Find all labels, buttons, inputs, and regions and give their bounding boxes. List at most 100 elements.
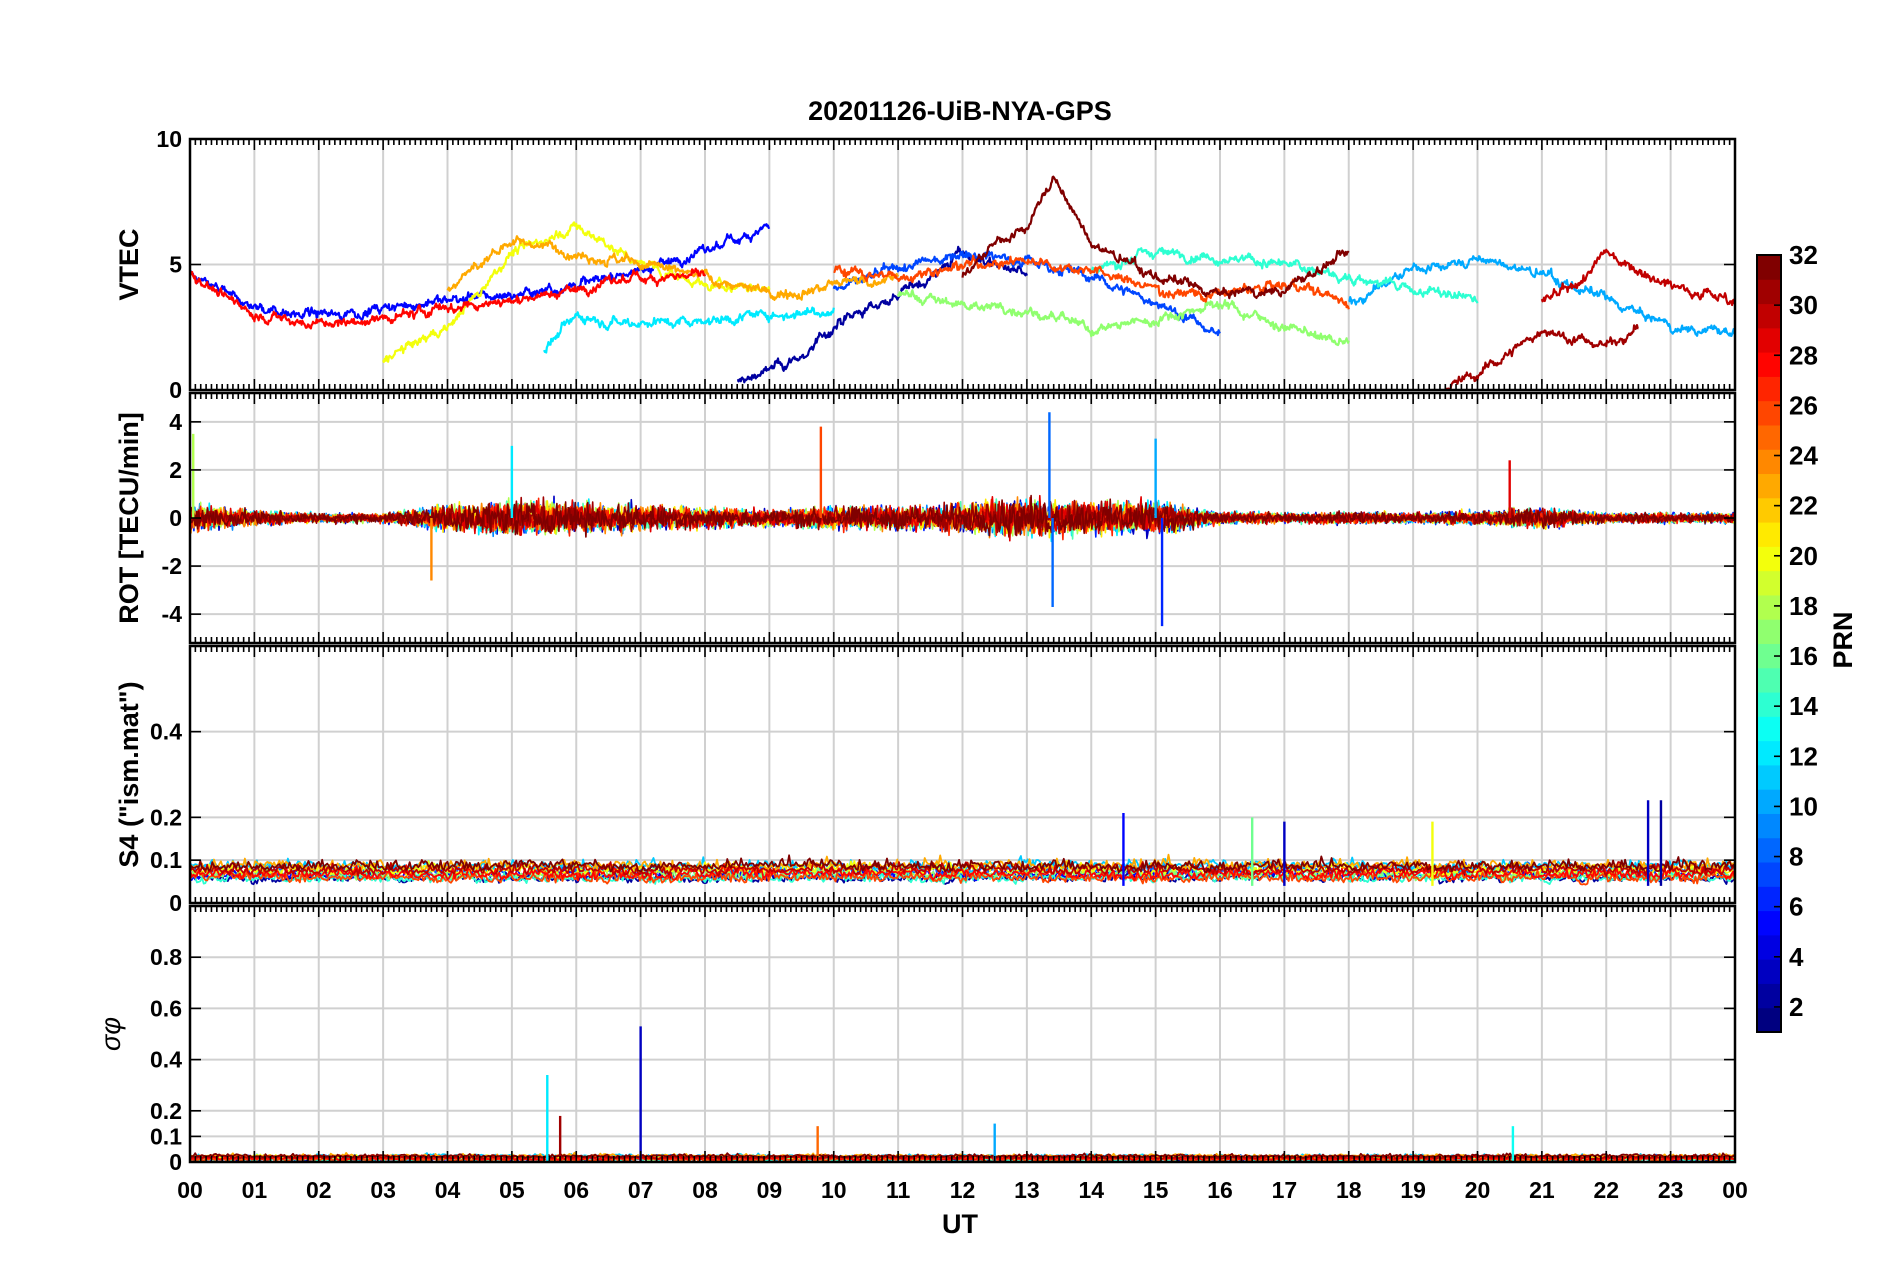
colorbar-swatch-23 xyxy=(1757,473,1781,499)
x-tick-label: 18 xyxy=(1336,1177,1362,1203)
colorbar-tick-label: 28 xyxy=(1789,340,1818,370)
y-tick-label: 0.2 xyxy=(150,804,182,830)
y-tick-label: 0.1 xyxy=(150,1123,182,1149)
colorbar-tick-label: 18 xyxy=(1789,591,1818,621)
y-axis-label: VTEC xyxy=(114,228,144,300)
colorbar-swatch-32 xyxy=(1757,255,1781,280)
panel-sigma_phi: 00.10.2 0.4 0.6 0.8 σφ xyxy=(96,904,1737,1175)
colorbar-swatch-9 xyxy=(1757,813,1781,839)
colorbar-tick-label: 4 xyxy=(1789,942,1804,972)
colorbar-swatch-1 xyxy=(1757,1007,1781,1033)
series-line-prn-17 xyxy=(897,289,1350,347)
colorbar-swatch-11 xyxy=(1757,764,1781,790)
colorbar-swatch-29 xyxy=(1757,327,1781,353)
x-tick-label: 13 xyxy=(1014,1177,1040,1203)
x-tick-label: 17 xyxy=(1272,1177,1298,1203)
colorbar-swatch-28 xyxy=(1757,352,1781,377)
series-line-prn-32 xyxy=(190,494,1735,538)
colorbar-swatch-31 xyxy=(1757,279,1781,305)
x-tick-label: 06 xyxy=(563,1177,589,1203)
series-line-prn-32 xyxy=(961,175,1350,300)
panel-vtec: 0 5 10 VTEC xyxy=(114,126,1737,403)
x-tick-label: 16 xyxy=(1207,1177,1233,1203)
series-line-prn-20 xyxy=(382,221,771,363)
y-tick-label: 0.1 xyxy=(150,847,182,873)
colorbar-tick-label: 22 xyxy=(1789,491,1818,521)
y-tick-label: 4 xyxy=(169,409,182,435)
colorbar-tick-label: 2 xyxy=(1789,992,1803,1022)
x-axis-label: UT xyxy=(942,1209,978,1239)
y-axis-label: S4 ("ism.mat") xyxy=(114,681,144,867)
colorbar-tick-label: 20 xyxy=(1789,541,1818,571)
series-line-prn-12 xyxy=(543,306,835,354)
series-line-prn-28 xyxy=(190,863,1735,882)
x-tick-label: 23 xyxy=(1658,1177,1684,1203)
panel-ticks xyxy=(189,393,1736,643)
colorbar-tick-label: 24 xyxy=(1789,441,1818,471)
y-tick-label: 0.2 xyxy=(150,1098,182,1124)
panel-data xyxy=(190,175,1735,390)
colorbar-swatch-4 xyxy=(1757,934,1781,960)
colorbar-tick-label: 26 xyxy=(1789,390,1818,420)
colorbar-swatch-18 xyxy=(1757,594,1781,620)
panel-ticks xyxy=(189,646,1736,904)
colorbar-swatch-2 xyxy=(1757,983,1781,1009)
colorbar-swatch-8 xyxy=(1757,837,1781,863)
colorbar-swatch-20 xyxy=(1757,546,1781,572)
x-tick-label: 04 xyxy=(435,1177,461,1203)
colorbar-swatch-24 xyxy=(1757,449,1781,475)
colorbar-swatch-17 xyxy=(1757,619,1781,644)
x-tick-label: 10 xyxy=(821,1177,847,1203)
x-tick-label: 11 xyxy=(886,1177,911,1203)
colorbar-swatch-19 xyxy=(1757,570,1781,596)
x-tick-label: 15 xyxy=(1143,1177,1169,1203)
series-line-prn-10 xyxy=(1348,255,1735,337)
colorbar-tick-label: 6 xyxy=(1789,892,1803,922)
y-tick-label: 0 xyxy=(169,1149,182,1175)
x-tick-label: 01 xyxy=(242,1177,268,1203)
colorbar-tick-label: 14 xyxy=(1789,691,1818,721)
panel-ticks xyxy=(189,906,1736,1163)
colorbar-swatch-5 xyxy=(1757,910,1781,936)
y-axis-label: σφ xyxy=(96,1017,126,1051)
colorbar-swatch-22 xyxy=(1757,497,1781,523)
y-tick-label: 10 xyxy=(156,126,182,152)
y-tick-label: -2 xyxy=(162,553,182,579)
x-tick-label: 09 xyxy=(757,1177,783,1203)
colorbar-swatch-25 xyxy=(1757,424,1781,450)
x-tick-label: 20 xyxy=(1465,1177,1491,1203)
x-tick-label: 21 xyxy=(1529,1177,1555,1203)
y-tick-label: 0.4 xyxy=(150,719,182,745)
colorbar-tick-label: 10 xyxy=(1789,791,1818,821)
y-tick-label: 0.6 xyxy=(150,995,182,1021)
series-line-prn-32 xyxy=(190,854,1735,874)
x-tick-label: 22 xyxy=(1593,1177,1619,1203)
colorbar-tick-label: 32 xyxy=(1789,240,1818,270)
x-tick-label: 02 xyxy=(306,1177,332,1203)
colorbar-swatch-30 xyxy=(1757,303,1781,329)
x-tick-label: 05 xyxy=(499,1177,525,1203)
x-tick-label: 19 xyxy=(1400,1177,1426,1203)
panel-data xyxy=(190,412,1735,627)
panel-data xyxy=(190,800,1735,886)
x-tick-label: 00 xyxy=(1722,1177,1748,1203)
colorbar-swatch-15 xyxy=(1757,667,1781,693)
y-tick-label: 0.4 xyxy=(150,1047,182,1073)
series-line-prn-23 xyxy=(446,235,900,301)
colorbar-swatch-13 xyxy=(1757,716,1781,742)
y-tick-label: 5 xyxy=(169,252,182,278)
x-tick-label: 08 xyxy=(692,1177,718,1203)
series-line-prn-30 xyxy=(1540,248,1735,307)
colorbar-label: PRN xyxy=(1828,611,1858,668)
series-line-prn-7 xyxy=(832,250,1221,337)
x-tick-label: 03 xyxy=(370,1177,396,1203)
colorbar-tick-label: 12 xyxy=(1789,741,1818,771)
y-tick-label: 0 xyxy=(169,890,182,916)
colorbar-swatch-10 xyxy=(1757,789,1781,814)
y-axis-label: ROT [TECU/min] xyxy=(114,412,144,623)
x-tick-label: 07 xyxy=(628,1177,654,1203)
series-line-prn-14 xyxy=(1090,246,1479,304)
